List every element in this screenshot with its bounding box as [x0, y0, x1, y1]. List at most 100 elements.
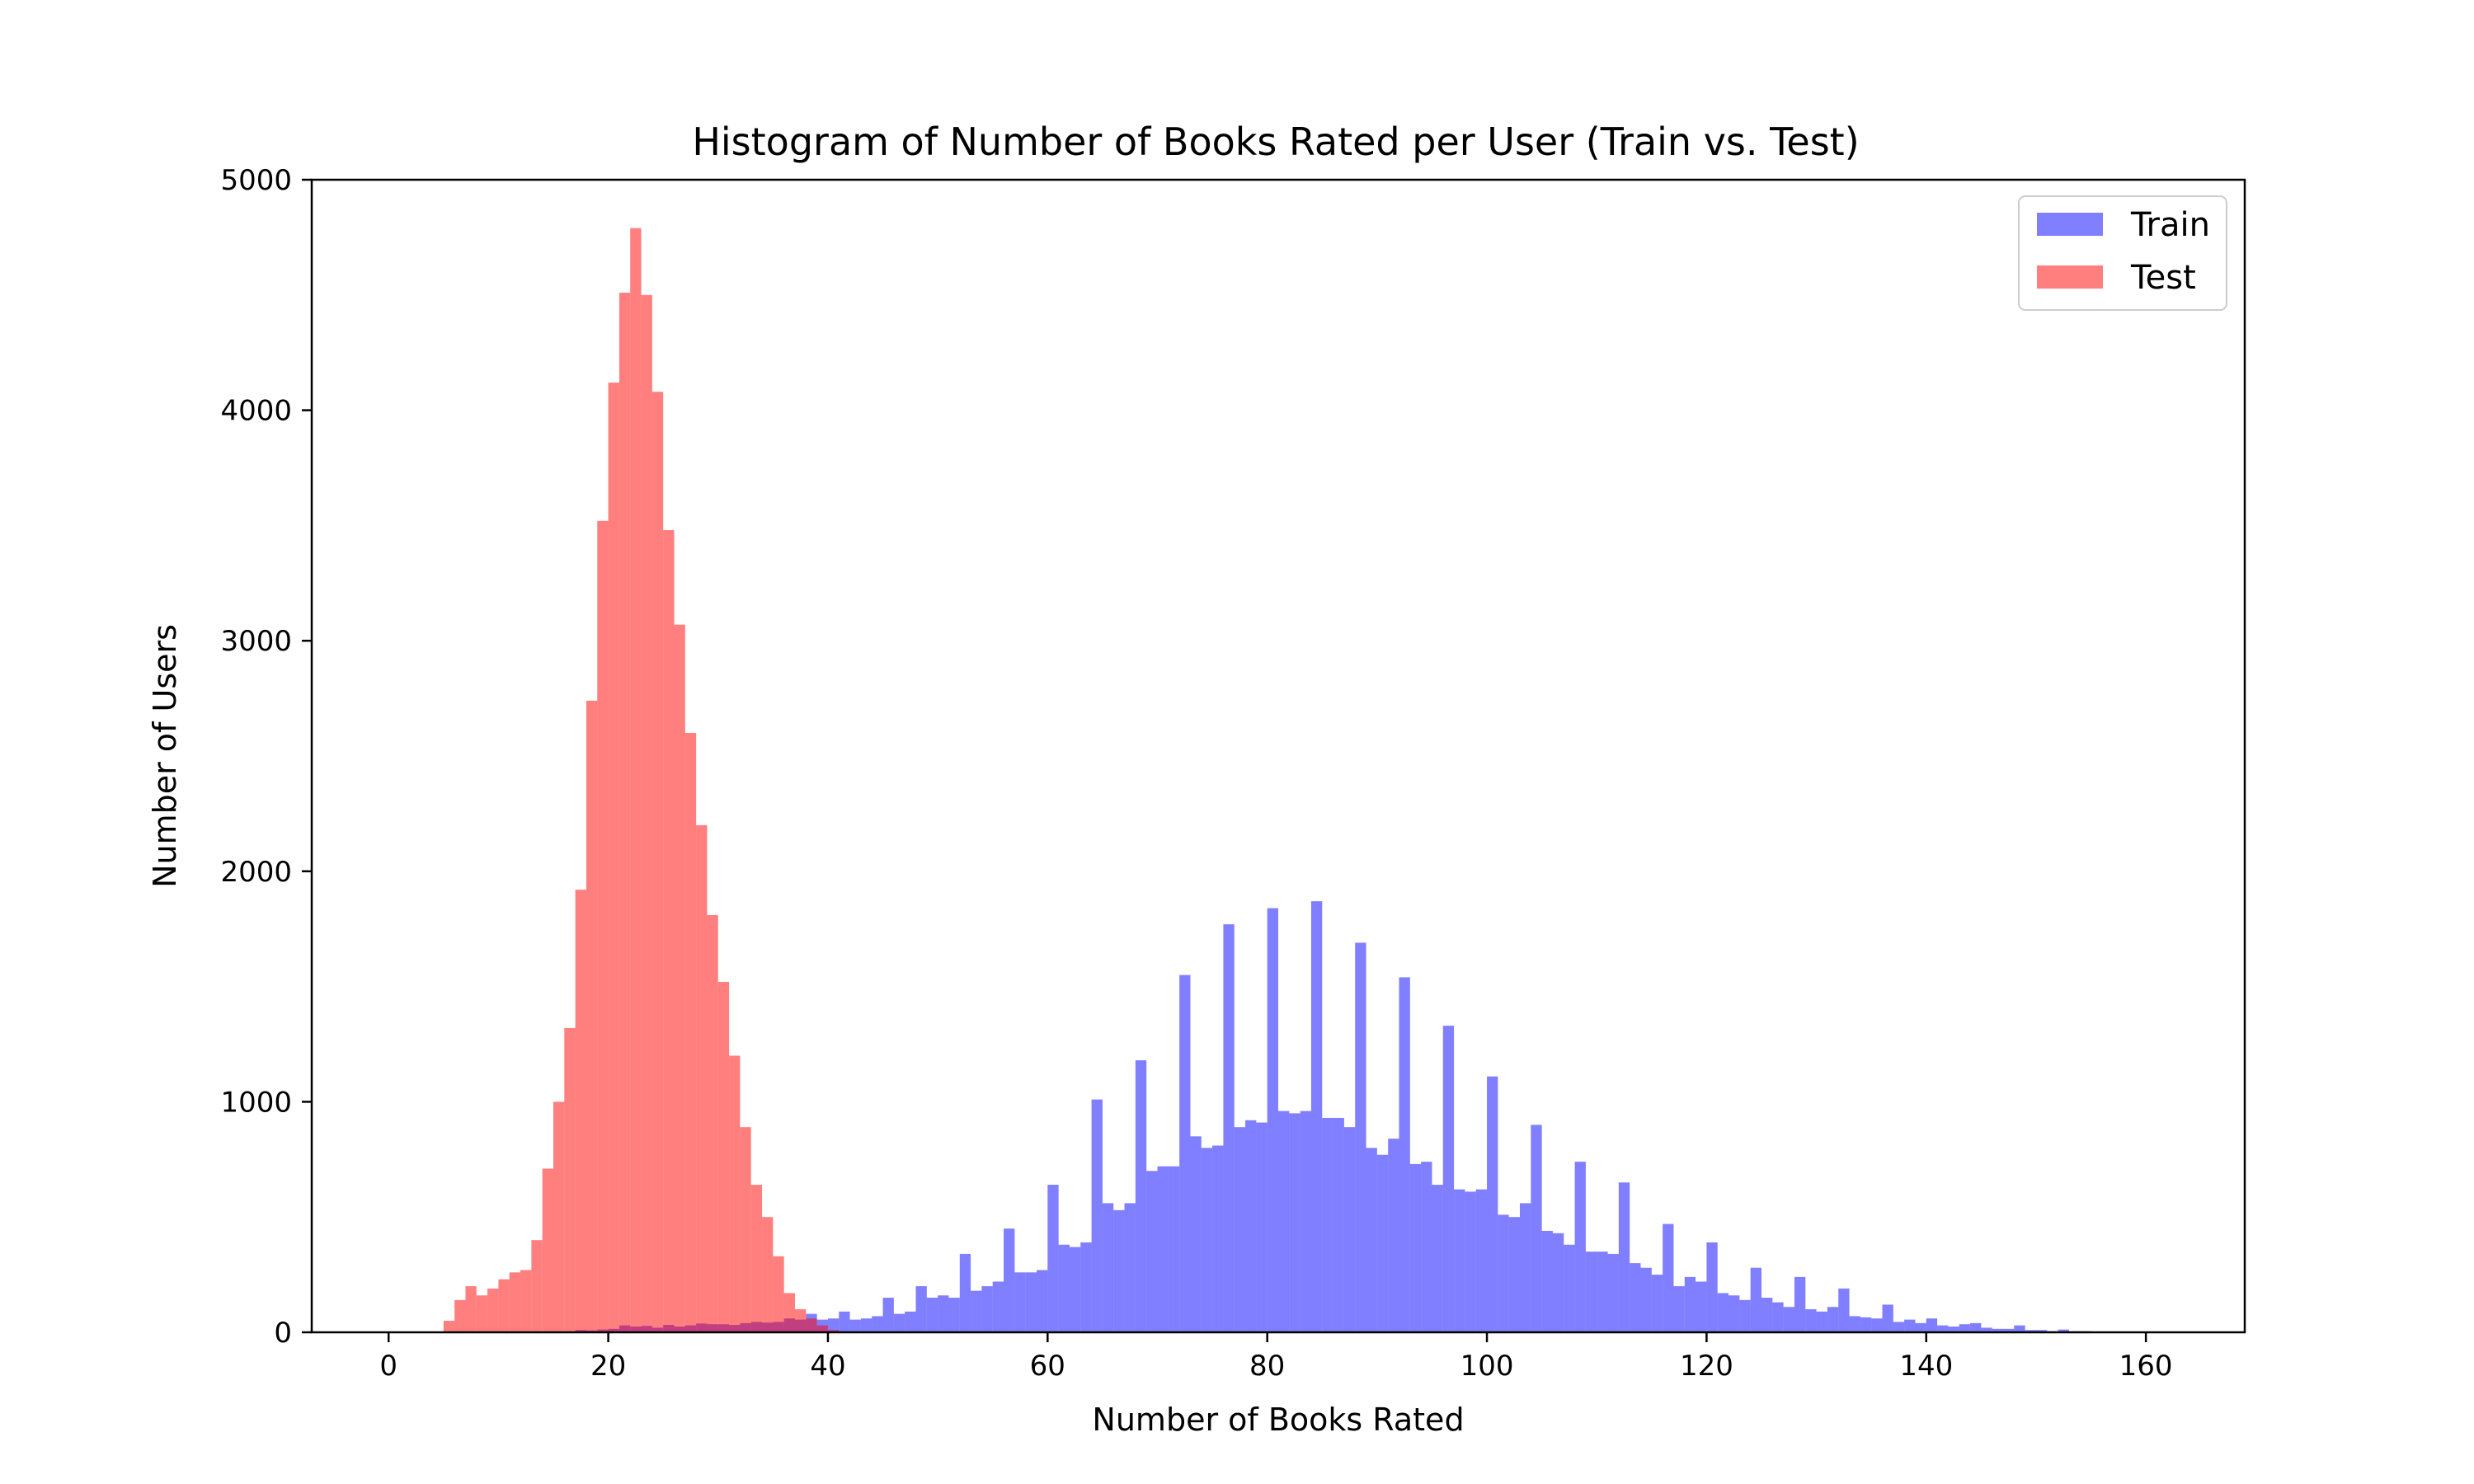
bar-train-152: [2058, 1329, 2069, 1332]
bar-train-110: [1597, 1252, 1608, 1332]
bar-test-7: [465, 1286, 477, 1332]
bar-train-137: [1893, 1322, 1905, 1332]
bar-train-139: [1915, 1322, 1926, 1332]
bar-test-32: [740, 1127, 751, 1332]
y-tick-label: 2000: [220, 856, 292, 889]
bar-train-150: [2035, 1330, 2048, 1332]
bar-test-27: [684, 733, 697, 1332]
bar-train-120: [1706, 1242, 1718, 1332]
bar-train-77: [1234, 1127, 1246, 1332]
bar-test-25: [663, 529, 675, 1332]
y-tick-label: 3000: [220, 625, 292, 658]
y-axis: 0 1000 2000 3000 4000 5000: [220, 164, 312, 1350]
bar-train-68: [1135, 1060, 1147, 1332]
bar-test-26: [674, 624, 685, 1332]
bar-train-148: [2014, 1325, 2025, 1332]
bar-train-115: [1651, 1275, 1663, 1332]
x-axis-label: Number of Books Rated: [1092, 1402, 1464, 1438]
bar-train-69: [1146, 1171, 1158, 1332]
bar-train-96: [1442, 1026, 1455, 1332]
bar-train-105: [1541, 1230, 1553, 1332]
bar-test-19: [597, 520, 609, 1332]
bar-train-101: [1498, 1214, 1509, 1332]
bar-train-41: [839, 1311, 850, 1332]
bar-test-9: [487, 1288, 499, 1332]
bar-test-34: [762, 1217, 774, 1332]
legend-swatch-train: [2037, 213, 2103, 236]
bar-train-66: [1113, 1209, 1125, 1332]
bar-train-121: [1717, 1293, 1729, 1332]
bar-train-98: [1465, 1191, 1476, 1332]
chart-title: Histogram of Number of Books Rated per U…: [692, 120, 1859, 164]
bar-train-129: [1805, 1309, 1817, 1332]
bar-train-111: [1607, 1253, 1619, 1332]
bar-train-103: [1520, 1203, 1531, 1332]
bar-train-50: [938, 1295, 949, 1332]
bar-train-71: [1168, 1166, 1180, 1332]
bars-layer: [443, 228, 2091, 1333]
bar-train-106: [1552, 1233, 1564, 1332]
x-tick-label: 100: [1460, 1350, 1514, 1383]
bar-train-89: [1366, 1148, 1377, 1332]
x-tick-label: 120: [1680, 1350, 1733, 1383]
bar-train-83: [1300, 1111, 1311, 1332]
bar-train-45: [882, 1298, 894, 1332]
bar-train-147: [2003, 1328, 2015, 1332]
bar-train-149: [2025, 1330, 2036, 1332]
bar-train-61: [1058, 1244, 1070, 1332]
bar-train-47: [905, 1311, 916, 1332]
bar-test-6: [454, 1299, 466, 1332]
bar-train-52: [959, 1253, 971, 1332]
bar-test-29: [707, 914, 718, 1332]
bar-test-21: [618, 293, 631, 1332]
bar-train-145: [1981, 1327, 1992, 1332]
bar-train-130: [1816, 1311, 1827, 1332]
y-tick-label: 5000: [220, 164, 292, 197]
bar-train-142: [1948, 1327, 1959, 1332]
bar-train-128: [1794, 1276, 1806, 1332]
bar-train-135: [1871, 1318, 1883, 1332]
bar-train-109: [1585, 1252, 1597, 1332]
bar-train-85: [1322, 1117, 1333, 1332]
bar-test-40: [827, 1330, 840, 1332]
bar-train-122: [1729, 1295, 1740, 1332]
bar-test-23: [641, 294, 652, 1332]
bar-train-46: [893, 1313, 905, 1332]
x-tick-label: 80: [1249, 1350, 1285, 1383]
bar-train-90: [1376, 1154, 1389, 1332]
bar-train-81: [1278, 1111, 1290, 1332]
bar-train-108: [1574, 1162, 1586, 1332]
bar-test-22: [630, 228, 642, 1333]
series-test: [443, 228, 840, 1333]
bar-train-64: [1091, 1099, 1103, 1332]
bar-train-113: [1630, 1263, 1641, 1332]
bar-train-44: [872, 1316, 883, 1332]
legend-label-test: Test: [2130, 259, 2196, 297]
x-tick-label: 40: [810, 1350, 845, 1383]
bar-test-18: [586, 700, 598, 1332]
bar-train-140: [1926, 1318, 1938, 1332]
x-tick-label: 0: [379, 1350, 397, 1383]
bar-train-132: [1838, 1288, 1850, 1332]
bar-train-102: [1508, 1217, 1520, 1332]
bar-train-141: [1937, 1325, 1949, 1332]
bar-train-86: [1333, 1117, 1344, 1332]
bar-train-78: [1245, 1120, 1257, 1332]
bar-train-42: [849, 1319, 861, 1332]
bar-test-10: [498, 1279, 510, 1332]
x-tick-label: 60: [1030, 1350, 1065, 1383]
bar-test-16: [564, 1027, 576, 1332]
bar-train-93: [1409, 1163, 1422, 1332]
bar-train-40: [827, 1318, 840, 1332]
bar-train-79: [1256, 1122, 1268, 1332]
bar-train-133: [1849, 1316, 1860, 1332]
bar-train-56: [1004, 1228, 1015, 1332]
legend: Train Test: [2018, 195, 2227, 311]
bar-train-143: [1959, 1324, 1971, 1332]
plot-area-frame: [310, 178, 2246, 1334]
bar-train-72: [1179, 974, 1191, 1332]
y-tick-label: 1000: [220, 1086, 292, 1119]
bar-train-117: [1673, 1286, 1685, 1332]
bar-train-95: [1432, 1185, 1443, 1332]
